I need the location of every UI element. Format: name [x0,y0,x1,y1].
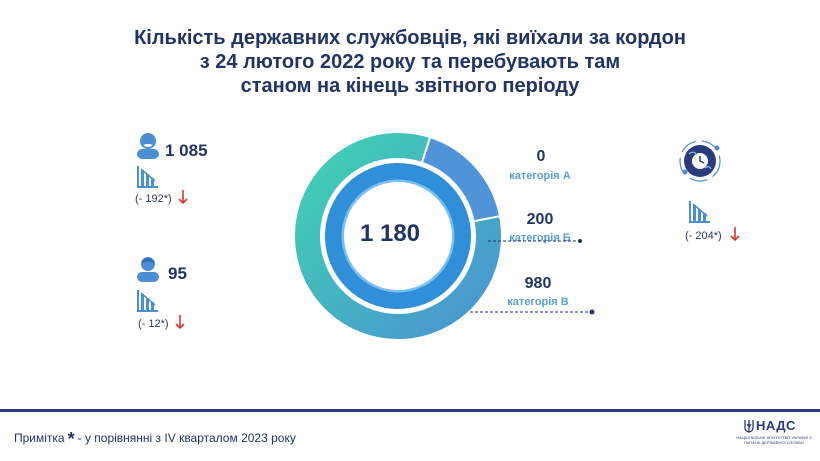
female-person-icon [137,133,159,159]
leader-dot-b [578,239,582,243]
chart-title: Кількість державних службовців, які виїх… [0,26,820,98]
logo-subtitle: НАЦІОНАЛЬНЕ АГЕНТСТВО УКРАЇНИ З ПИТАНЬ Д… [736,435,812,445]
footnote: Примітка * - у порівнянні з IV кварталом 2… [14,426,296,449]
total-change: (- 204*) [685,230,722,242]
inner-ring [325,163,471,309]
category-a-label: категорія А [509,170,571,182]
globe-clock-icon [679,140,721,182]
footer-divider [0,409,820,412]
bar-chart-decrease-icon [689,201,710,223]
leader-dot-v [589,309,595,315]
title-line-2: з 24 лютого 2022 року та перебувають там [199,51,621,73]
outer-slice-category-v [293,131,503,341]
female-count: 1 085 [165,141,208,160]
total-value: 1 180 [359,220,421,247]
male-count: 95 [168,264,187,283]
donut-center [344,182,452,290]
trident-icon [744,420,754,433]
category-b-value: 200 [526,211,554,228]
title-line-1: Кількість державних службовців, які виїх… [134,27,686,49]
title-line-3: станом на кінець звітного періоду [240,75,580,97]
down-arrow-icon [175,315,185,330]
female-change: (- 192*) [135,193,172,205]
inner-ring-highlight [341,179,455,293]
nads-logo: НАДС НАЦІОНАЛЬНЕ АГЕНТСТВО УКРАЇНИ З ПИТ… [736,418,812,454]
male-change: (- 12*) [138,318,169,330]
male-person-icon [137,257,159,282]
logo-name: НАДС [756,418,796,433]
bar-chart-decrease-icon [137,166,158,188]
down-arrow-icon [730,227,740,242]
category-v-label: категорія В [507,296,569,308]
category-v-value: 980 [524,275,552,292]
down-arrow-icon [178,190,188,205]
category-a-value: 0 [536,148,546,165]
bar-chart-decrease-icon [137,290,158,312]
footnote-text: - у порівнянні з IV кварталом 2023 року [77,431,296,445]
footnote-star: * [67,429,75,449]
footnote-prefix: Примітка [14,431,65,445]
